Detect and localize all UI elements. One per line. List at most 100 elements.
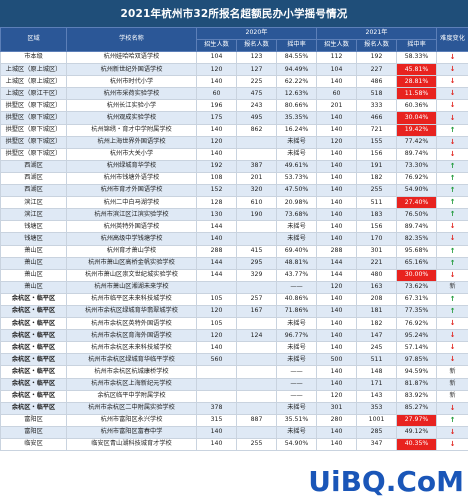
enroll-2021-cell: 104 (316, 63, 358, 77)
applicants-2021-cell: 1001 (356, 413, 398, 427)
applicants-2021-cell: 170 (356, 232, 398, 246)
school-cell: 杭州英特外国语学校 (66, 220, 197, 234)
applicants-2021-cell: 285 (356, 425, 398, 440)
rate-2021-cell: 27.40% (396, 196, 438, 210)
school-cell: 杭州市萧山区湘湖未来学校 (66, 280, 197, 294)
lottery-table: 区域 学校名称 2020年 2021年 难度变化 招生人数 报名人数 摇中率 招… (0, 27, 468, 452)
district-cell: 上城区（原上城区） (0, 63, 67, 77)
rate-2021-cell: 30.04% (396, 111, 438, 125)
rate-2021-cell: 95.24% (396, 329, 438, 343)
district-cell: 余杭区・临平区 (0, 401, 67, 415)
change-cell: ↓ (436, 268, 468, 282)
table-body: 市本级 杭州娃哈哈双语学校 104 123 84.55% 112 192 58.33% ↓ 上城区… (0, 50, 468, 452)
applicants-2021-cell: 255 (356, 184, 398, 198)
district-cell: 滨江区 (0, 196, 67, 210)
rate-2021-cell: 81.87% (396, 377, 438, 391)
applicants-2021-cell: 182 (356, 171, 398, 186)
enroll-2021-cell: 280 (316, 413, 358, 427)
table-row: 余杭区・临平区 杭州市余杭区育海外国语学校 120 124 96.77% 140 147 95… (0, 329, 468, 343)
table-row: 临安区 临安区青山湖科技城育才学校 140 255 54.90% 140 347 40.35%… (0, 437, 468, 452)
rate-2021-cell: 19.42% (396, 123, 438, 137)
school-cell: 杭州市大关小学 (66, 147, 197, 161)
school-cell: 杭州市余杭区绿城育华临平学校 (66, 353, 197, 367)
rate-2020-cell: —— (275, 365, 318, 379)
rate-2021-cell: 58.33% (396, 50, 438, 65)
applicants-2021-cell: 148 (356, 365, 398, 379)
district-cell: 萧山区 (0, 244, 67, 258)
school-cell: 杭州市余杭区杭城康桥学校 (66, 365, 197, 379)
applicants-2020-cell (236, 220, 277, 234)
applicants-2021-cell: 301 (356, 244, 398, 258)
rate-2020-cell: 47.50% (275, 184, 318, 198)
applicants-2021-cell: 208 (356, 292, 398, 306)
enroll-2020-cell: 144 (196, 220, 237, 234)
rate-2020-cell: 未摇号 (275, 232, 318, 246)
change-cell: ↓ (436, 147, 468, 161)
enroll-2021-cell: 140 (316, 220, 358, 234)
applicants-2020-cell: 495 (236, 111, 277, 125)
enroll-2021-cell: 140 (316, 341, 358, 355)
enroll-2020-cell: 130 (196, 208, 237, 222)
rate-2020-cell: 54.90% (275, 437, 318, 452)
rate-2020-cell: 69.40% (275, 244, 318, 258)
school-cell: 杭州育才萧山学校 (66, 244, 197, 258)
change-cell: ↓ (436, 63, 468, 77)
district-cell: 拱墅区（原下城区） (0, 111, 67, 125)
change-cell: 新 (436, 365, 468, 379)
school-cell: 杭州市育才外国语学校 (66, 184, 197, 198)
enroll-2020-cell: 175 (196, 111, 237, 125)
rate-2020-cell: 未摇号 (275, 425, 318, 440)
table-row: 市本级 杭州娃哈哈双语学校 104 123 84.55% 112 192 58.33% ↓ (0, 50, 468, 65)
rate-2020-cell: 84.55% (275, 50, 318, 65)
applicants-2020-cell: 475 (236, 87, 277, 101)
change-cell: ↓ (436, 75, 468, 89)
rate-2020-cell: —— (275, 280, 318, 294)
change-cell: ↓ (436, 425, 468, 440)
enroll-2021-cell: 140 (316, 123, 358, 137)
district-cell: 拱墅区（原下城区） (0, 99, 67, 113)
rate-2020-cell: 16.24% (275, 123, 318, 137)
applicants-2020-cell: 201 (236, 171, 277, 186)
enroll-2020-cell: 560 (196, 353, 237, 367)
district-cell: 余杭区・临平区 (0, 341, 67, 355)
enroll-2020-cell: 140 (196, 147, 237, 161)
applicants-2021-cell: 191 (356, 159, 398, 173)
district-cell: 萧山区 (0, 256, 67, 270)
applicants-2021-cell: 466 (356, 111, 398, 125)
school-cell: 余杭区临平中学附属学校 (66, 389, 197, 403)
change-cell: ↑ (436, 184, 468, 198)
table-row: 余杭区・临平区 杭州市余杭区上海新纪元学校 —— 140 171 81.87% 新 (0, 377, 468, 391)
enroll-2020-cell: 128 (196, 196, 237, 210)
enroll-2020-cell: 120 (196, 329, 237, 343)
enroll-2021-cell: 140 (316, 365, 358, 379)
applicants-2021-cell: 221 (356, 256, 398, 270)
rate-2020-cell: 未摇号 (275, 401, 318, 415)
applicants-2020-cell: 887 (236, 413, 277, 427)
school-cell: 杭州长江实验小学 (66, 99, 197, 113)
rate-2020-cell: 未摇号 (275, 220, 318, 234)
school-cell: 杭州市富阳区永兴学校 (66, 413, 197, 427)
rate-2020-cell: 73.68% (275, 208, 318, 222)
rate-2020-cell: 49.61% (275, 159, 318, 173)
applicants-2021-header: 报名人数 (356, 39, 398, 52)
enroll-2020-cell (196, 389, 237, 403)
rate-2020-cell: 40.86% (275, 292, 318, 306)
applicants-2020-cell (236, 280, 277, 294)
school-cell: 杭州市余杭区二中附属实验学校 (66, 401, 197, 415)
enroll-2020-cell: 378 (196, 401, 237, 415)
enroll-2020-cell: 120 (196, 304, 237, 319)
rate-2020-cell: 43.77% (275, 268, 318, 282)
change-cell: ↑ (436, 413, 468, 427)
applicants-2021-cell: 518 (356, 87, 398, 101)
enroll-2020-cell: 140 (196, 75, 237, 89)
rate-2021-cell: 82.35% (396, 232, 438, 246)
enroll-2021-cell: 140 (316, 437, 358, 452)
applicants-2020-cell (236, 232, 277, 246)
rate-2021-cell: 49.12% (396, 425, 438, 440)
school-header: 学校名称 (66, 27, 197, 52)
school-cell: 杭州绿城育华学校 (66, 159, 197, 173)
rate-2021-cell: 95.68% (396, 244, 438, 258)
applicants-2020-cell: 255 (236, 437, 277, 452)
enroll-2020-cell (196, 365, 237, 379)
